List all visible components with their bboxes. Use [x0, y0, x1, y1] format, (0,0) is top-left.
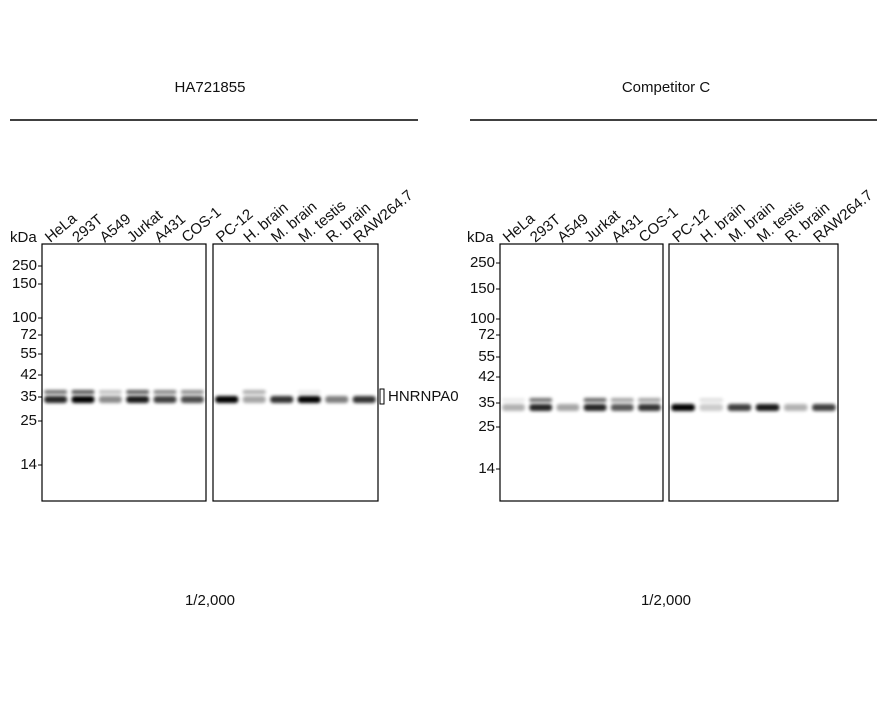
marker-label: 42 — [20, 366, 37, 383]
band — [502, 398, 525, 402]
band — [529, 398, 553, 402]
band — [153, 396, 177, 403]
band — [783, 404, 808, 411]
marker-label: 14 — [478, 460, 495, 477]
band — [812, 404, 836, 411]
band — [71, 390, 95, 394]
band — [98, 396, 122, 403]
band — [556, 404, 580, 411]
band — [699, 398, 724, 402]
marker-label: 100 — [470, 310, 495, 327]
blot-frame — [212, 243, 379, 502]
band — [671, 404, 695, 411]
band — [180, 390, 204, 394]
band — [126, 390, 150, 394]
band — [610, 398, 634, 402]
panel-title: Competitor C — [622, 79, 711, 96]
unit-label: kDa — [10, 229, 37, 246]
marker-label: 55 — [20, 345, 37, 362]
band — [71, 396, 95, 403]
marker-label: 35 — [20, 388, 37, 405]
dilution: 1/2,000 — [185, 592, 235, 609]
band — [325, 396, 349, 403]
blot-frame — [499, 243, 664, 502]
band — [638, 398, 661, 402]
band — [242, 396, 266, 403]
blot-frame — [41, 243, 207, 502]
band — [180, 396, 204, 403]
band — [297, 390, 321, 394]
band — [44, 390, 68, 394]
target-label: HNRNPA0 — [388, 388, 459, 405]
marker-label: 72 — [20, 326, 37, 343]
band — [297, 396, 321, 403]
band — [242, 390, 266, 394]
marker-label: 72 — [478, 326, 495, 343]
band — [270, 396, 294, 403]
band — [529, 404, 553, 411]
band — [638, 404, 661, 411]
marker-label: 250 — [12, 257, 37, 274]
marker-label: 14 — [20, 456, 37, 473]
marker-label: 25 — [478, 418, 495, 435]
band — [583, 404, 607, 411]
unit-label: kDa — [467, 229, 494, 246]
band — [502, 404, 525, 411]
band — [126, 396, 150, 403]
band — [610, 404, 634, 411]
band — [44, 396, 68, 403]
band — [98, 390, 122, 394]
marker-label: 150 — [12, 275, 37, 292]
marker-label: 25 — [20, 412, 37, 429]
band — [699, 404, 724, 411]
band — [352, 396, 376, 403]
dilution: 1/2,000 — [641, 592, 691, 609]
panel-title: HA721855 — [175, 79, 246, 96]
marker-label: 35 — [478, 394, 495, 411]
blot-frame — [668, 243, 839, 502]
marker-label: 100 — [12, 309, 37, 326]
marker-label: 42 — [478, 368, 495, 385]
band — [727, 404, 752, 411]
marker-label: 150 — [470, 280, 495, 297]
marker-label: 250 — [470, 254, 495, 271]
band — [583, 398, 607, 402]
target-bracket — [379, 388, 385, 405]
band — [215, 396, 239, 403]
band — [153, 390, 177, 394]
marker-label: 55 — [478, 348, 495, 365]
band — [755, 404, 780, 411]
